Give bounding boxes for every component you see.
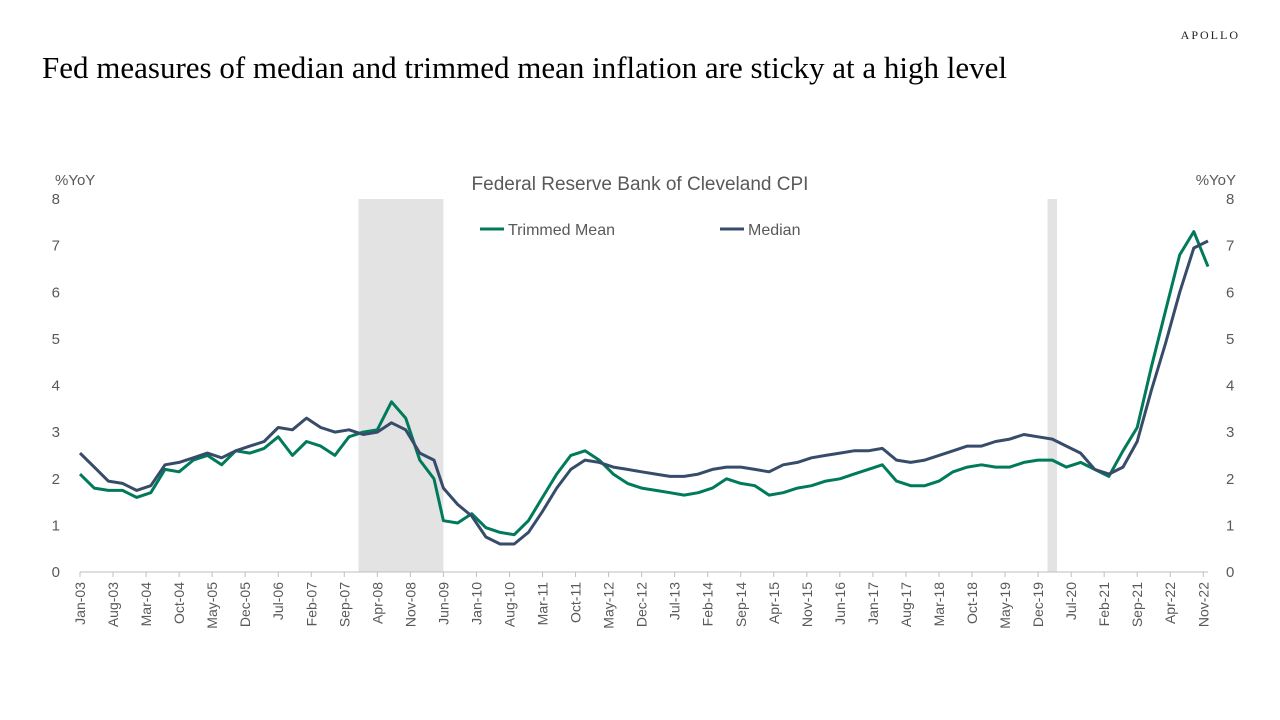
x-tick-label: Oct-18 <box>964 582 980 624</box>
x-tick-label: Jan-17 <box>865 582 881 625</box>
x-tick-label: Jun-16 <box>832 582 848 625</box>
x-tick-label: Aug-03 <box>105 582 121 627</box>
x-tick-label: Dec-12 <box>634 582 650 627</box>
x-tick-label: Sep-07 <box>336 582 352 627</box>
recession-band-0 <box>358 199 444 572</box>
y-tick-left: 1 <box>52 517 60 534</box>
x-tick-label: May-12 <box>601 582 617 629</box>
series-lines <box>78 230 1210 546</box>
y-axis-unit-left: %YoY <box>55 172 95 189</box>
y-tick-right: 0 <box>1226 564 1234 581</box>
x-tick-label: Sep-21 <box>1129 582 1145 627</box>
x-tick-label: Jan-03 <box>72 582 88 625</box>
chart-title: Federal Reserve Bank of Cleveland CPI <box>472 174 809 195</box>
x-tick-label: May-19 <box>997 582 1013 629</box>
y-tick-labels: 0 0 1 1 2 2 3 3 4 4 5 5 6 6 7 7 8 8 <box>52 191 1235 581</box>
y-tick-right: 4 <box>1226 378 1234 395</box>
x-tick-label: Mar-04 <box>138 582 154 627</box>
x-tick-label: May-05 <box>204 582 220 629</box>
y-tick-left: 2 <box>52 471 60 488</box>
y-tick-right: 5 <box>1226 331 1234 348</box>
x-tick-label: Dec-05 <box>237 582 253 627</box>
x-tick-labels: Jan-03 Aug-03 Mar-04 Oct-04 May-05 Dec-05 Jul-… <box>72 572 1211 629</box>
y-tick-left: 8 <box>52 191 60 208</box>
y-tick-right: 6 <box>1226 284 1234 301</box>
x-tick-label: Jul-20 <box>1063 582 1079 620</box>
x-tick-label: Jul-13 <box>667 582 683 620</box>
legend-label-median: Median <box>748 222 800 239</box>
x-tick-label: Jul-06 <box>270 582 286 620</box>
y-tick-left: 7 <box>52 238 60 255</box>
brand-logo-text: APOLLO <box>1180 28 1240 42</box>
recession-band-1 <box>1047 199 1057 572</box>
x-tick-label: Nov-22 <box>1195 582 1211 627</box>
y-tick-right: 3 <box>1226 424 1234 441</box>
page-headline: Fed measures of median and trimmed mean … <box>42 50 1007 85</box>
x-tick-label: Aug-17 <box>898 582 914 627</box>
y-tick-right: 1 <box>1226 517 1234 534</box>
recession-shading-layer <box>358 199 1057 572</box>
series-line-trimmed-mean <box>78 230 1210 537</box>
x-tick-label: Apr-15 <box>766 582 782 624</box>
chart-legend: Trimmed Mean Median <box>480 222 800 239</box>
x-tick-label: Nov-08 <box>402 582 418 627</box>
x-tick-label: Feb-14 <box>700 582 716 627</box>
x-tick-label: Sep-14 <box>733 582 749 627</box>
x-tick-label: Oct-04 <box>171 582 187 624</box>
series-line-median <box>78 239 1209 546</box>
x-tick-label: Mar-11 <box>535 582 551 626</box>
x-tick-label: Apr-22 <box>1162 582 1178 624</box>
y-tick-right: 8 <box>1226 191 1234 208</box>
x-tick-label: Feb-07 <box>303 582 319 627</box>
x-tick-label: Nov-15 <box>799 582 815 627</box>
x-tick-label: Feb-21 <box>1096 582 1112 627</box>
y-axis-unit-right: %YoY <box>1196 172 1236 189</box>
x-tick-label: Apr-08 <box>369 582 385 624</box>
x-tick-label: Jun-09 <box>435 582 451 625</box>
x-tick-label: Dec-19 <box>1030 582 1046 627</box>
y-tick-left: 0 <box>52 564 60 581</box>
x-tick-label: Mar-18 <box>931 582 947 627</box>
x-tick-label: Oct-11 <box>568 582 584 623</box>
x-tick-label: Jan-10 <box>468 582 484 625</box>
y-tick-left: 6 <box>52 284 60 301</box>
y-tick-right: 7 <box>1226 238 1234 255</box>
y-tick-left: 4 <box>52 378 60 395</box>
legend-label-trimmed-mean: Trimmed Mean <box>508 222 615 239</box>
y-tick-right: 2 <box>1226 471 1234 488</box>
y-tick-left: 3 <box>52 424 60 441</box>
y-tick-left: 5 <box>52 331 60 348</box>
x-tick-label: Aug-10 <box>501 582 517 627</box>
